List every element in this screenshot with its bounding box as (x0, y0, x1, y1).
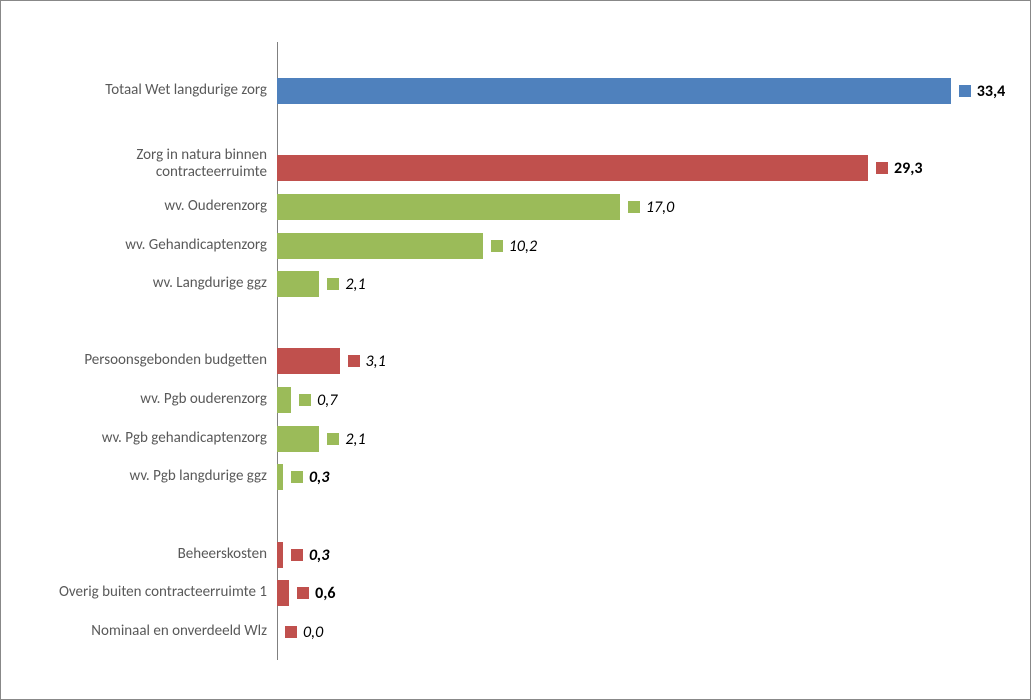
legend-marker (285, 626, 297, 638)
legend-marker (348, 355, 360, 367)
category-label: Overig buiten contracteerruimte 1 (35, 584, 277, 601)
legend-marker (291, 471, 303, 483)
legend-marker (327, 278, 339, 290)
bar (277, 271, 319, 297)
value-label: 2,1 (345, 430, 365, 449)
bar (277, 155, 868, 181)
bar-row: Zorg in natura binnen contracteerruimte2… (277, 155, 983, 181)
value-label: 0,3 (309, 468, 329, 487)
value-label: 0,6 (315, 584, 335, 603)
category-label: Nominaal en onverdeeld Wlz (35, 623, 277, 640)
bar (277, 580, 289, 606)
bar (277, 426, 319, 452)
value-label: 3,1 (366, 352, 386, 371)
category-label: wv. Pgb ouderenzorg (35, 391, 277, 408)
bar-row: Nominaal en onverdeeld Wlz0,0 (277, 619, 983, 645)
bar (277, 233, 483, 259)
value-label: 33,4 (977, 82, 1005, 101)
plot-area: Totaal Wet langdurige zorg33,4 Zorg in na… (277, 42, 983, 660)
legend-marker (299, 394, 311, 406)
category-label: Totaal Wet langdurige zorg (35, 82, 277, 99)
bar-row: Persoonsgebonden budgetten3,1 (277, 348, 983, 374)
legend-marker (491, 240, 503, 252)
value-label: 2,1 (345, 275, 365, 294)
legend-marker (327, 433, 339, 445)
bar-row: Totaal Wet langdurige zorg33,4 (277, 78, 983, 104)
bar-row: wv. Pgb langdurige ggz0,3 (277, 464, 983, 490)
category-label: wv. Pgb gehandicaptenzorg (35, 430, 277, 447)
chart-frame: Totaal Wet langdurige zorg33,4Zorg in na… (0, 0, 1031, 700)
category-label: wv. Ouderenzorg (35, 198, 277, 215)
legend-marker (876, 162, 888, 174)
value-label: 0,3 (309, 546, 329, 565)
bar-row: wv. Ouderenzorg17,0 (277, 194, 983, 220)
value-label: 10,2 (509, 237, 537, 256)
legend-marker (291, 549, 303, 561)
value-label: 0,7 (317, 391, 337, 410)
bar-row: wv. Langdurige ggz2,1 (277, 271, 983, 297)
legend-marker (628, 201, 640, 213)
value-label: 29,3 (894, 159, 922, 178)
bar-row: wv. Gehandicaptenzorg10,2 (277, 233, 983, 259)
bar (277, 78, 951, 104)
legend-marker (297, 587, 309, 599)
bar-row: wv. Pgb ouderenzorg0,7 (277, 387, 983, 413)
bar (277, 464, 283, 490)
legend-marker (959, 85, 971, 97)
bar (277, 194, 620, 220)
bar-row: Beheerskosten0,3 (277, 542, 983, 568)
value-label: 17,0 (646, 198, 674, 217)
category-label: wv. Pgb langdurige ggz (35, 468, 277, 485)
bar (277, 348, 340, 374)
category-label: Zorg in natura binnen contracteerruimte (35, 147, 277, 182)
bar (277, 387, 291, 413)
category-label: wv. Gehandicaptenzorg (35, 237, 277, 254)
value-label: 0,0 (303, 623, 323, 642)
bar (277, 542, 283, 568)
bar-row: wv. Pgb gehandicaptenzorg2,1 (277, 426, 983, 452)
category-label: wv. Langdurige ggz (35, 275, 277, 292)
category-label: Persoonsgebonden budgetten (35, 352, 277, 369)
category-label: Beheerskosten (35, 546, 277, 563)
bar-row: Overig buiten contracteerruimte 10,6 (277, 580, 983, 606)
